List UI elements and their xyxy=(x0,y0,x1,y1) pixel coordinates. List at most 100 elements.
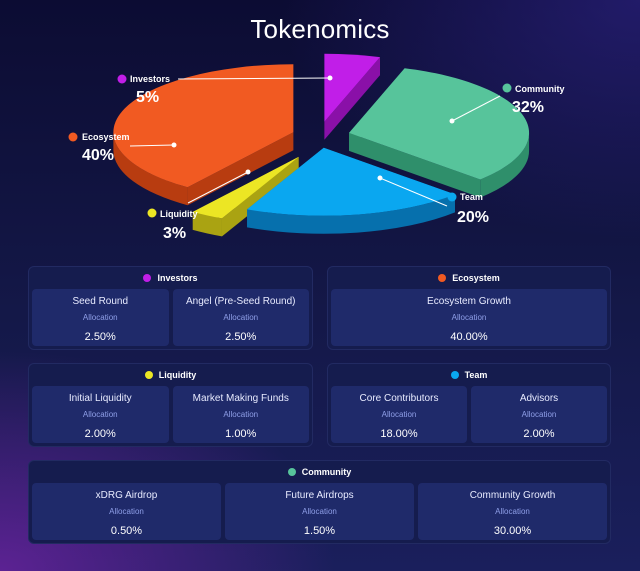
allocation-sub: Allocation xyxy=(521,410,557,419)
slice-name-ecosystem: Ecosystem xyxy=(82,132,130,142)
panel-title: Liquidity xyxy=(158,370,197,380)
slice-percent-team: 20% xyxy=(457,209,489,226)
allocation-card: Ecosystem Growth Allocation 40.00% xyxy=(331,289,607,346)
allocation-value: 2.50% xyxy=(84,331,116,343)
legend-dot-liquidity xyxy=(147,208,157,218)
pie-edge-ecosystem xyxy=(187,132,294,206)
panel-header: Ecosystem xyxy=(328,267,610,289)
allocation-sub: Allocation xyxy=(82,313,118,322)
allocation-card: Initial Liquidity Allocation 2.00% xyxy=(32,386,169,443)
allocation-sub: Allocation xyxy=(381,410,417,419)
panel-ecosystem: Ecosystem Ecosystem Growth Allocation 40… xyxy=(327,266,611,350)
legend-dot-investors xyxy=(117,74,127,84)
legend-dot xyxy=(144,371,153,379)
legend-dot xyxy=(438,274,447,282)
legend-dot xyxy=(143,274,152,282)
allocation-sub: Allocation xyxy=(495,507,530,516)
legend-dot-team xyxy=(447,192,457,202)
leader-dot-community xyxy=(449,118,455,124)
panel-header: Liquidity xyxy=(29,364,312,386)
allocation-sub: Allocation xyxy=(109,507,144,516)
panel-header: Investors xyxy=(29,267,312,289)
pie-slice-community xyxy=(349,68,530,180)
allocation-name: Advisors xyxy=(519,393,559,404)
allocation-card: Advisors Allocation 2.00% xyxy=(471,386,607,443)
leader-dot-ecosystem xyxy=(171,142,177,148)
leader-line-liquidity xyxy=(187,171,249,204)
allocation-sub: Allocation xyxy=(302,507,337,516)
allocation-value: 1.00% xyxy=(225,428,257,440)
leader-dot-team xyxy=(377,175,383,181)
pie-slice-liquidity xyxy=(192,156,299,219)
leader-line-community xyxy=(451,95,501,122)
allocation-sub: Allocation xyxy=(223,410,259,419)
pie-slice-team xyxy=(247,147,455,216)
panel-title: Team xyxy=(464,370,488,380)
allocation-sub: Allocation xyxy=(451,313,487,322)
allocation-card: Community Growth Allocation 30.00% xyxy=(418,483,607,540)
allocation-card: Future Airdrops Allocation 1.50% xyxy=(225,483,414,540)
slice-name-team: Team xyxy=(460,192,483,202)
allocation-name: Community Growth xyxy=(469,490,556,501)
allocation-name: Future Airdrops xyxy=(285,490,354,501)
slice-percent-community: 32% xyxy=(512,99,544,116)
pie-side-community xyxy=(480,132,530,198)
allocation-value: 40.00% xyxy=(450,331,488,343)
pie-slice-ecosystem xyxy=(113,64,294,188)
slice-percent-liquidity: 3% xyxy=(163,225,186,242)
allocation-value: 1.50% xyxy=(303,525,336,537)
panel-title: Ecosystem xyxy=(452,273,500,283)
panel-header: Community xyxy=(29,461,610,483)
leader-line-ecosystem xyxy=(129,144,175,147)
pie-slice-investors xyxy=(324,53,381,122)
panel-liquidity: Liquidity Initial Liquidity Allocation 2… xyxy=(28,363,313,447)
panel-header: Team xyxy=(328,364,610,386)
pie-labels: Investors 5% Community 32% Team 20% Liquidity 3… xyxy=(68,74,565,242)
allocation-name: Angel (Pre-Seed Round) xyxy=(185,296,296,307)
pie-edge-investors xyxy=(324,57,381,140)
leader-dot-liquidity xyxy=(245,169,251,175)
allocation-value: 2.00% xyxy=(84,428,116,440)
slice-percent-ecosystem: 40% xyxy=(82,147,114,164)
allocation-card: Core Contributors Allocation 18.00% xyxy=(331,386,467,443)
allocation-name: Seed Round xyxy=(72,296,129,307)
pie-edge-community xyxy=(349,132,481,198)
allocation-card: Angel (Pre-Seed Round) Allocation 2.50% xyxy=(172,289,309,346)
panel-community: Community xDRG Airdrop Allocation 0.50% … xyxy=(28,460,611,544)
panel-title: Investors xyxy=(157,273,198,283)
pie-chart: Investors 5% Community 32% Team 20% Liquidity 3… xyxy=(68,53,565,242)
legend-dot-ecosystem xyxy=(68,132,78,142)
pie-side-ecosystem xyxy=(113,132,188,206)
legend-dot xyxy=(287,468,296,476)
slice-name-liquidity: Liquidity xyxy=(160,209,198,219)
leader-dot-investors xyxy=(327,75,333,81)
allocation-name: Ecosystem Growth xyxy=(427,296,511,307)
allocation-value: 30.00% xyxy=(493,525,532,537)
allocation-name: xDRG Airdrop xyxy=(95,490,158,501)
allocation-value: 2.50% xyxy=(225,331,257,343)
leader-line-investors xyxy=(177,77,331,80)
allocation-name: Core Contributors xyxy=(359,393,439,404)
slice-name-community: Community xyxy=(515,84,565,94)
pie-tops xyxy=(113,53,530,219)
allocation-value: 18.00% xyxy=(380,428,418,440)
allocation-value: 0.50% xyxy=(110,525,143,537)
slice-name-investors: Investors xyxy=(130,74,170,84)
panel-title: Community xyxy=(301,467,352,477)
slice-percent-investors: 5% xyxy=(136,89,159,106)
panel-investors: Investors Seed Round Allocation 2.50% An… xyxy=(28,266,313,350)
legend-dot xyxy=(450,371,459,379)
allocation-sub: Allocation xyxy=(223,313,259,322)
allocation-sub: Allocation xyxy=(82,410,118,419)
leader-line-team xyxy=(379,177,448,207)
page-title: Tokenomics xyxy=(250,14,390,44)
legend-dot-community xyxy=(502,83,512,93)
panel-team: Team Core Contributors Allocation 18.00%… xyxy=(327,363,611,447)
allocation-card: xDRG Airdrop Allocation 0.50% xyxy=(32,483,221,540)
allocation-card: Seed Round Allocation 2.50% xyxy=(32,289,169,346)
allocation-value: 2.00% xyxy=(523,428,555,440)
allocation-name: Initial Liquidity xyxy=(68,393,132,404)
allocation-card: Market Making Funds Allocation 1.00% xyxy=(172,386,309,443)
pie-side-team xyxy=(247,194,455,234)
allocation-name: Market Making Funds xyxy=(192,393,289,404)
